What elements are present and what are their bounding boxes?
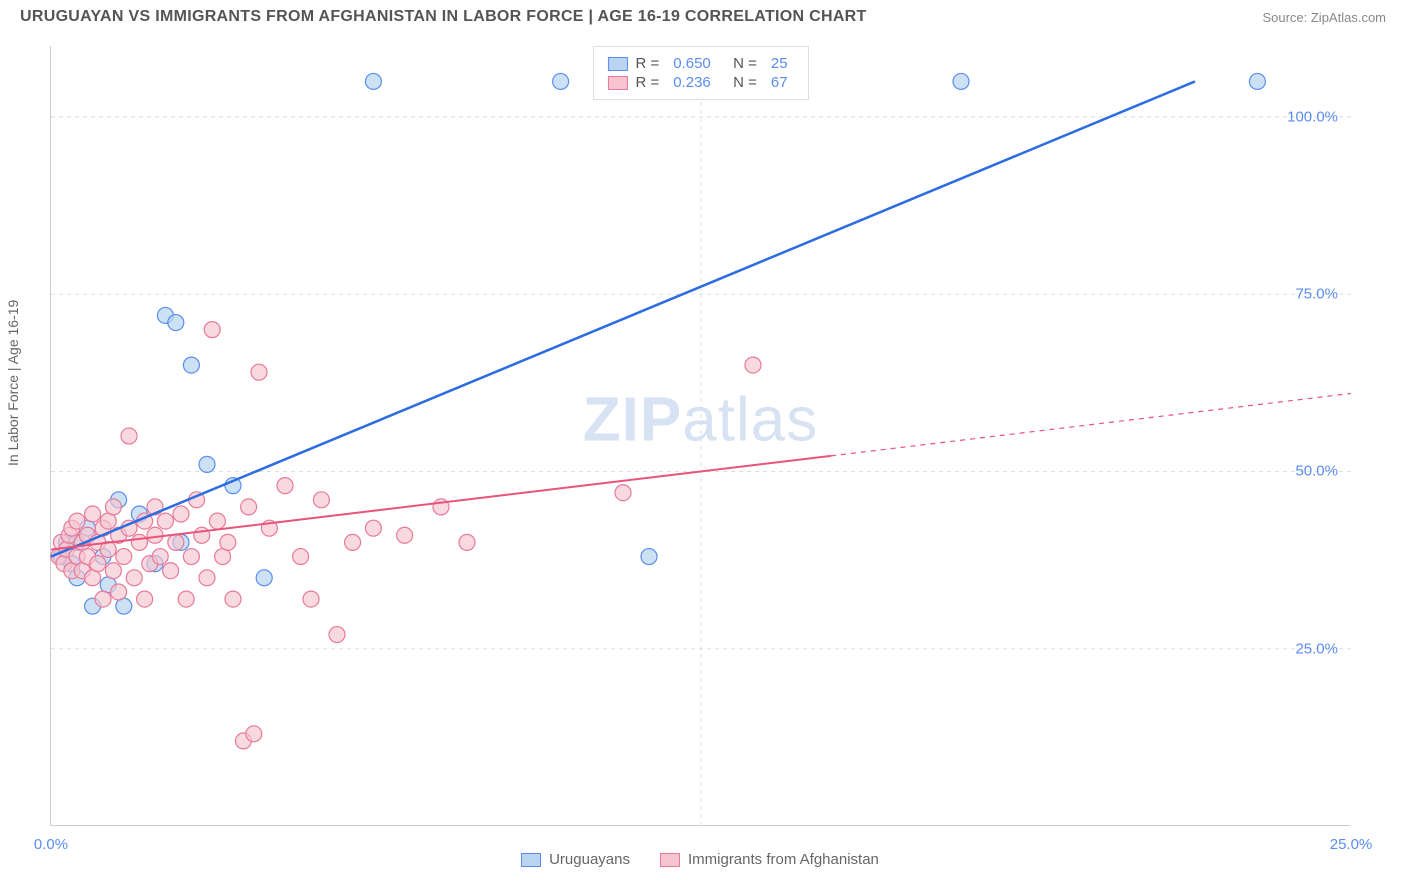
legend-r-label: R = [635, 74, 659, 91]
plot-area: ZIPatlas R =0.650 N =25R =0.236 N =67 25… [50, 46, 1350, 826]
legend-swatch [607, 57, 627, 71]
data-point [225, 591, 241, 607]
data-point [209, 513, 225, 529]
data-point [69, 513, 85, 529]
data-point [194, 527, 210, 543]
legend-series-label: Immigrants from Afghanistan [688, 851, 879, 868]
legend-n-label: N = [725, 55, 757, 72]
data-point [126, 570, 142, 586]
plot-svg [51, 46, 1350, 825]
data-point [615, 485, 631, 501]
data-point [365, 73, 381, 89]
data-point [90, 556, 106, 572]
data-point [199, 570, 215, 586]
legend-stat-row: R = 0.650 N = 25 [607, 55, 793, 72]
legend-swatch [521, 853, 541, 867]
legend-series: Uruguayans Immigrants from Afghanistan [50, 851, 1350, 868]
data-point [745, 357, 761, 373]
chart-source: Source: ZipAtlas.com [1262, 10, 1386, 25]
data-point [241, 499, 257, 515]
legend-r-value: 0.236 [673, 74, 711, 91]
y-tick-label: 25.0% [1295, 640, 1338, 657]
data-point [183, 357, 199, 373]
legend-stat-row: R = 0.236 N = 67 [607, 74, 793, 91]
data-point [345, 534, 361, 550]
data-point [365, 520, 381, 536]
chart-container: In Labor Force | Age 16-19 ZIPatlas R =0… [0, 36, 1406, 886]
legend-swatch [660, 853, 680, 867]
data-point [256, 570, 272, 586]
legend-stats: R = 0.650 N = 25 R = 0.236 N = 67 [592, 46, 808, 100]
legend-n-label: N = [725, 74, 757, 91]
data-point [397, 527, 413, 543]
data-point [163, 563, 179, 579]
data-point [220, 534, 236, 550]
data-point [111, 584, 127, 600]
data-point [152, 549, 168, 565]
data-point [459, 534, 475, 550]
data-point [246, 726, 262, 742]
legend-r-label: R = [635, 55, 659, 72]
data-point [85, 506, 101, 522]
data-point [293, 549, 309, 565]
chart-header: URUGUAYAN VS IMMIGRANTS FROM AFGHANISTAN… [0, 0, 1406, 36]
y-tick-label: 50.0% [1295, 463, 1338, 480]
chart-title: URUGUAYAN VS IMMIGRANTS FROM AFGHANISTAN… [20, 8, 867, 26]
data-point [303, 591, 319, 607]
data-point [116, 549, 132, 565]
y-axis-label: In Labor Force | Age 16-19 [5, 300, 21, 466]
data-point [157, 513, 173, 529]
data-point [168, 315, 184, 331]
data-point [173, 506, 189, 522]
data-point [329, 627, 345, 643]
data-point [105, 563, 121, 579]
legend-swatch [607, 76, 627, 90]
data-point [121, 428, 137, 444]
data-point [183, 549, 199, 565]
y-tick-label: 100.0% [1287, 108, 1338, 125]
data-point [95, 591, 111, 607]
legend-n-value: 67 [771, 74, 788, 91]
data-point [178, 591, 194, 607]
data-point [953, 73, 969, 89]
data-point [1249, 73, 1265, 89]
data-point [204, 322, 220, 338]
legend-series-item: Immigrants from Afghanistan [660, 851, 879, 868]
data-point [277, 478, 293, 494]
data-point [131, 534, 147, 550]
data-point [137, 591, 153, 607]
regression-line-dashed [831, 393, 1351, 455]
data-point [313, 492, 329, 508]
data-point [168, 534, 184, 550]
legend-n-value: 25 [771, 55, 788, 72]
data-point [251, 364, 267, 380]
data-point [553, 73, 569, 89]
data-point [147, 527, 163, 543]
legend-r-value: 0.650 [673, 55, 711, 72]
legend-series-item: Uruguayans [521, 851, 630, 868]
data-point [641, 549, 657, 565]
legend-series-label: Uruguayans [549, 851, 630, 868]
y-tick-label: 75.0% [1295, 286, 1338, 303]
data-point [199, 456, 215, 472]
data-point [105, 499, 121, 515]
regression-line [51, 456, 831, 550]
